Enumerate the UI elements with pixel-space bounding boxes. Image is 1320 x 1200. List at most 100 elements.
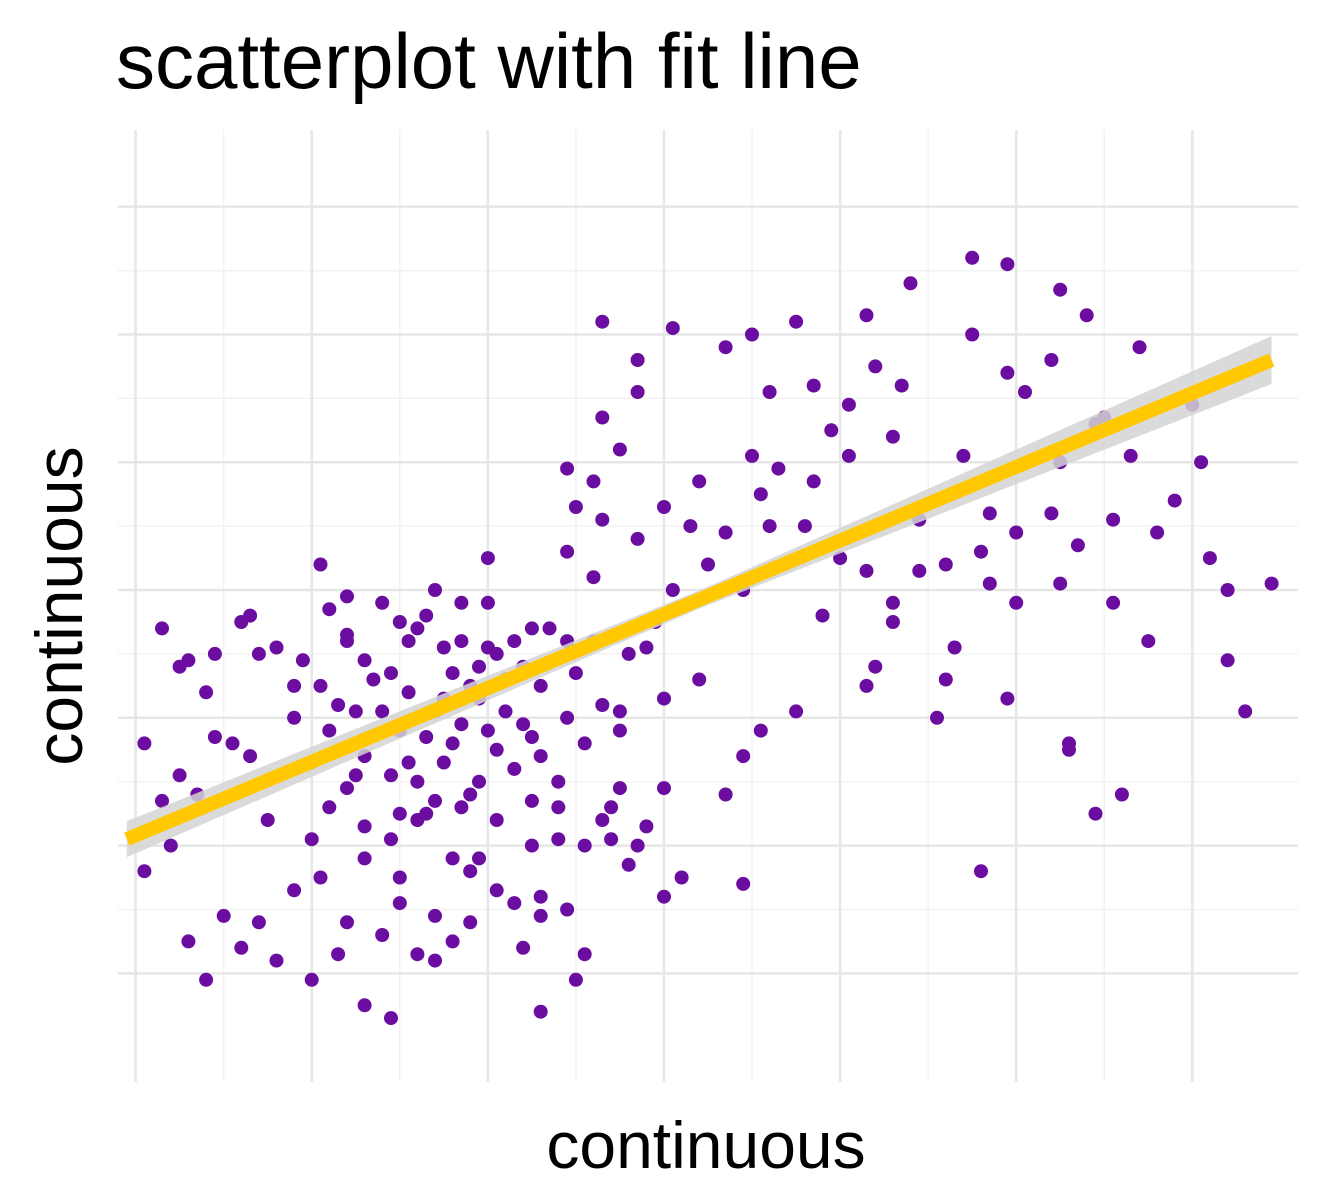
data-point (551, 800, 566, 815)
data-point (568, 500, 583, 514)
data-point (524, 730, 539, 744)
data-point (1123, 448, 1138, 463)
data-point (489, 813, 504, 827)
data-point (657, 781, 671, 796)
data-point (1009, 525, 1024, 540)
data-point (480, 551, 495, 566)
data-point (1106, 595, 1121, 610)
data-point (533, 1004, 548, 1019)
data-point (1000, 257, 1015, 272)
data-point (1018, 385, 1032, 399)
data-point (701, 557, 715, 572)
x-axis-label: continuous (546, 1108, 865, 1182)
data-point (938, 557, 953, 572)
data-point (894, 378, 909, 393)
data-point (586, 474, 601, 489)
data-point (313, 870, 328, 885)
data-point (1202, 551, 1217, 566)
data-point (331, 698, 346, 712)
data-point (745, 448, 759, 463)
data-point (401, 634, 416, 649)
data-point (251, 915, 266, 930)
data-point (789, 314, 804, 329)
data-point (287, 710, 302, 725)
data-point (797, 519, 812, 534)
data-point (428, 583, 442, 597)
data-point (789, 704, 804, 719)
data-point (930, 710, 944, 725)
data-point (313, 678, 328, 693)
data-point (234, 615, 249, 629)
data-point (410, 774, 425, 789)
data-point (1150, 525, 1165, 540)
data-point (507, 896, 522, 911)
data-point (595, 314, 610, 329)
data-point (251, 646, 266, 661)
data-point (560, 710, 575, 725)
data-point (401, 755, 416, 770)
data-point (137, 736, 152, 751)
y-axis-label: continuous (22, 446, 96, 765)
data-point (771, 461, 786, 476)
gridlines (118, 130, 1298, 1082)
data-point (665, 321, 680, 336)
data-point (630, 385, 645, 399)
data-point (181, 934, 196, 949)
data-point (507, 634, 522, 649)
data-point (375, 704, 390, 719)
data-point (472, 851, 486, 866)
data-point (524, 621, 539, 636)
data-point (322, 723, 337, 738)
data-point (1053, 576, 1068, 591)
data-point (560, 544, 575, 559)
data-point (463, 787, 478, 802)
data-point (199, 685, 214, 700)
data-point (560, 902, 575, 917)
data-point (322, 800, 337, 815)
data-point (533, 908, 548, 923)
data-point (577, 736, 592, 751)
data-point (533, 749, 548, 764)
data-point (1220, 653, 1235, 668)
data-point (524, 793, 539, 808)
data-point (859, 308, 874, 323)
data-point (489, 742, 504, 757)
data-point (718, 787, 733, 802)
data-point (428, 908, 442, 923)
data-point (269, 640, 284, 655)
data-point (604, 832, 619, 847)
data-point (533, 889, 548, 904)
data-point (595, 698, 610, 712)
data-point (480, 595, 495, 610)
data-point (1220, 583, 1235, 597)
fit-line (124, 353, 1275, 846)
data-point (1000, 365, 1015, 380)
data-point (859, 563, 874, 578)
data-point (1264, 576, 1279, 591)
data-point (868, 359, 883, 374)
data-point (859, 678, 874, 693)
data-point (260, 813, 275, 827)
data-point (956, 448, 971, 463)
data-point (974, 864, 988, 879)
data-point (384, 768, 398, 783)
data-point (489, 883, 504, 898)
data-point (1053, 282, 1068, 297)
data-point (454, 595, 469, 610)
data-point (155, 793, 169, 808)
data-point (392, 806, 407, 821)
data-point (965, 327, 980, 342)
data-point (207, 730, 222, 744)
data-point (163, 838, 178, 853)
data-point (657, 691, 671, 706)
data-point (340, 915, 354, 930)
data-point (375, 595, 390, 610)
data-point (480, 723, 495, 738)
data-point (287, 678, 302, 693)
data-point (340, 627, 354, 642)
data-point (463, 915, 478, 930)
data-point (639, 819, 654, 834)
data-point (1062, 742, 1076, 757)
data-point (657, 500, 671, 514)
data-point (982, 576, 997, 591)
